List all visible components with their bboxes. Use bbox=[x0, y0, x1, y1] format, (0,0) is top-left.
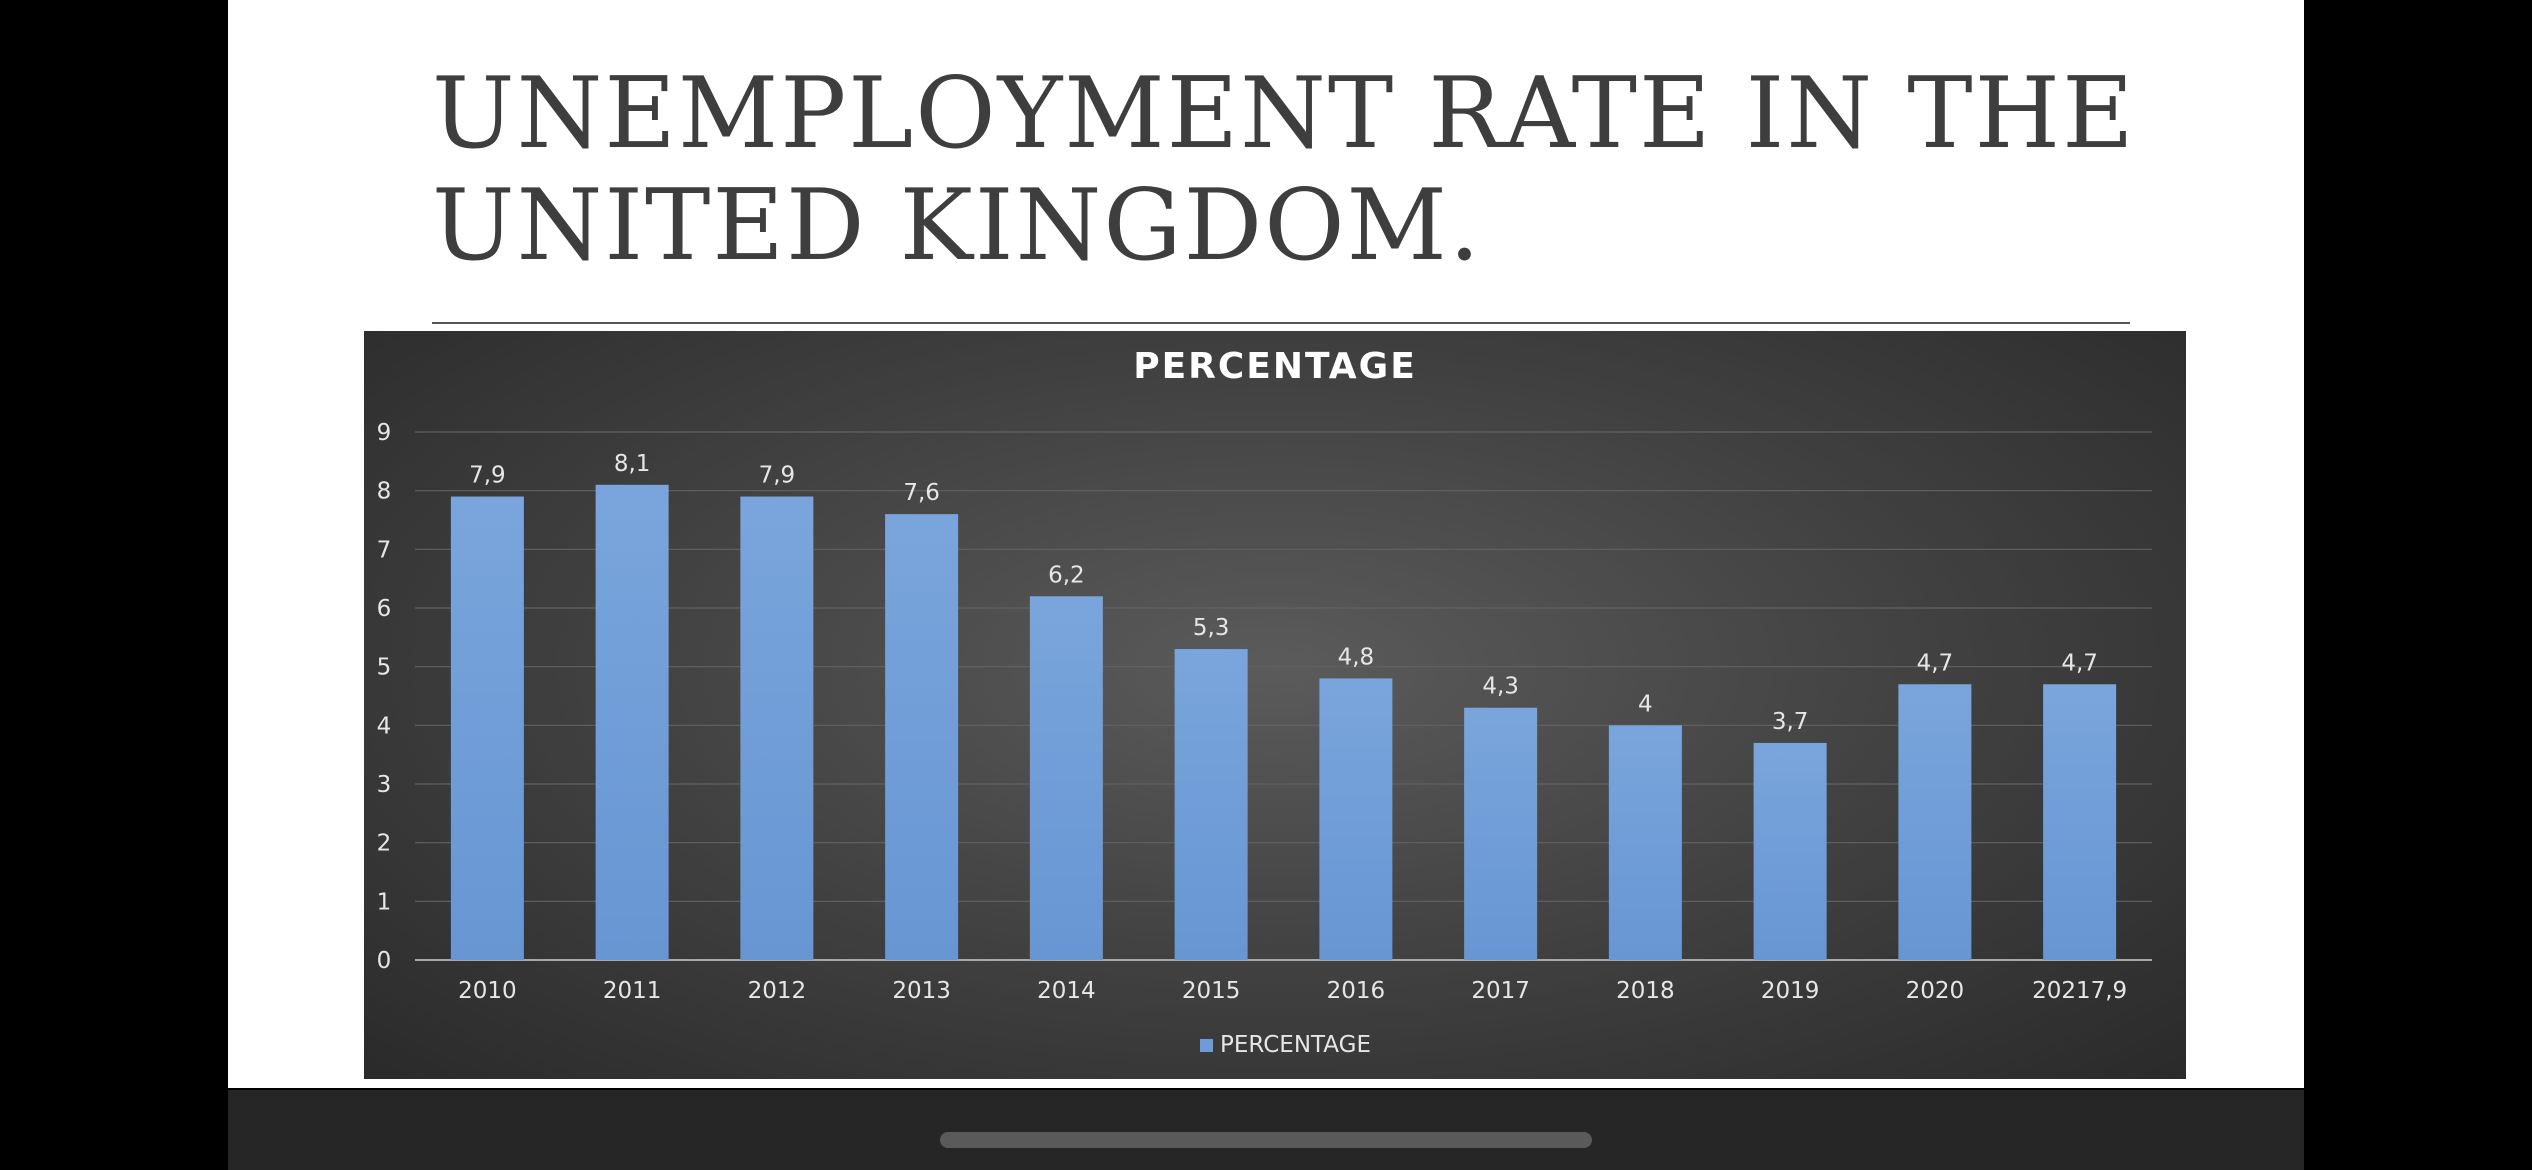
bar bbox=[1753, 742, 1827, 960]
x-tick-label: 2015 bbox=[1182, 978, 1241, 1004]
data-label: 4,3 bbox=[1482, 674, 1519, 700]
y-tick-label: 2 bbox=[377, 831, 392, 857]
legend-swatch bbox=[1200, 1039, 1213, 1052]
y-tick-label: 1 bbox=[377, 889, 392, 915]
data-label: 4,8 bbox=[1338, 644, 1375, 670]
data-label: 8,1 bbox=[614, 451, 651, 477]
slide-title: UNEMPLOYMENT RATE IN THE UNITED KINGDOM. bbox=[432, 57, 2136, 283]
bar bbox=[885, 514, 959, 960]
chart-panel: PERCENTAGE 0 1 2 3 4 5 6 7 8 9 7,9 8,1 7,9 7,6 6,2 5,3… bbox=[364, 331, 2186, 1079]
data-label: 4,7 bbox=[1917, 650, 1954, 676]
y-tick-label: 7 bbox=[377, 537, 392, 563]
gridlines bbox=[415, 431, 2152, 961]
data-label: 5,3 bbox=[1193, 615, 1230, 641]
data-label: 3,7 bbox=[1772, 709, 1809, 735]
x-tick-label: 2016 bbox=[1327, 978, 1386, 1004]
bars bbox=[450, 484, 2117, 960]
bar bbox=[1608, 725, 1682, 960]
bottom-bar bbox=[228, 1090, 2304, 1170]
x-tick-label: 2014 bbox=[1037, 978, 1096, 1004]
bar bbox=[740, 496, 814, 960]
y-tick-label: 0 bbox=[377, 948, 392, 974]
data-label: 7,9 bbox=[759, 463, 796, 489]
bar bbox=[450, 496, 524, 960]
x-tick-label: 20217,9 bbox=[2032, 978, 2127, 1004]
bar-chart: PERCENTAGE 0 1 2 3 4 5 6 7 8 9 7,9 8,1 7,9 7,6 6,2 5,3… bbox=[377, 346, 2152, 1058]
data-label: 7,9 bbox=[469, 463, 506, 489]
y-tick-label: 8 bbox=[377, 479, 392, 505]
y-tick-label: 3 bbox=[377, 772, 392, 798]
data-label: 4 bbox=[1638, 691, 1653, 717]
bar bbox=[1319, 678, 1393, 960]
y-tick-label: 5 bbox=[377, 655, 392, 681]
y-axis: 0 1 2 3 4 5 6 7 8 9 bbox=[377, 420, 392, 974]
x-tick-label: 2011 bbox=[603, 978, 662, 1004]
bar bbox=[1464, 707, 1538, 960]
data-label: 4,7 bbox=[2061, 650, 2098, 676]
data-label: 6,2 bbox=[1048, 562, 1085, 588]
data-label: 7,6 bbox=[903, 480, 940, 506]
x-tick-label: 2013 bbox=[892, 978, 951, 1004]
x-tick-label: 2019 bbox=[1761, 978, 1820, 1004]
bar bbox=[1029, 596, 1103, 960]
bar bbox=[2043, 684, 2117, 960]
home-indicator[interactable] bbox=[940, 1132, 1592, 1148]
legend-label: PERCENTAGE bbox=[1220, 1032, 1371, 1058]
x-tick-label: 2018 bbox=[1616, 978, 1675, 1004]
y-tick-label: 6 bbox=[377, 596, 392, 622]
legend: PERCENTAGE bbox=[1200, 1032, 1371, 1058]
bar bbox=[595, 484, 669, 960]
x-axis: 2010 2011 2012 2013 2014 2015 2016 2017 2018 2019… bbox=[458, 978, 2127, 1004]
bar bbox=[1898, 684, 1972, 960]
x-tick-label: 2010 bbox=[458, 978, 517, 1004]
bar bbox=[1174, 649, 1248, 960]
title-divider bbox=[432, 322, 2130, 324]
slide: UNEMPLOYMENT RATE IN THE UNITED KINGDOM.… bbox=[228, 0, 2304, 1088]
x-tick-label: 2012 bbox=[748, 978, 807, 1004]
chart-title: PERCENTAGE bbox=[1133, 346, 1417, 387]
y-tick-label: 9 bbox=[377, 420, 392, 446]
x-tick-label: 2017 bbox=[1471, 978, 1530, 1004]
x-tick-label: 2020 bbox=[1906, 978, 1965, 1004]
y-tick-label: 4 bbox=[377, 713, 392, 739]
data-labels: 7,9 8,1 7,9 7,6 6,2 5,3 4,8 4,3 4 3,7 4,7 4,7 bbox=[469, 451, 2098, 735]
